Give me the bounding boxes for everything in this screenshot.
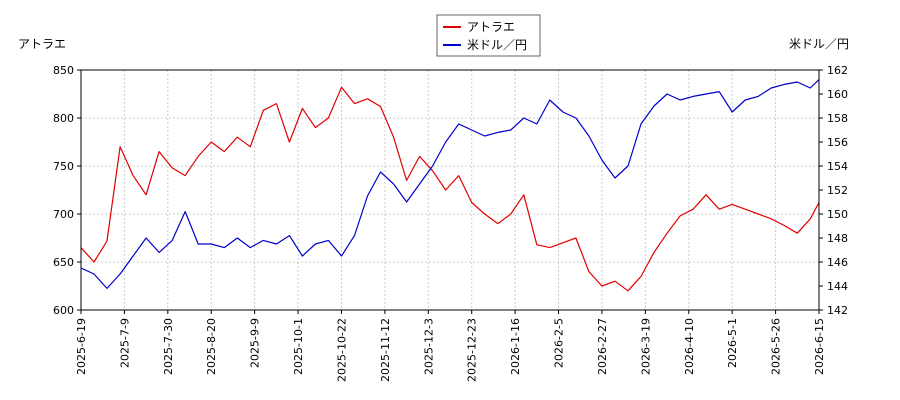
x-tick-label: 2025-10-22 [335,318,348,382]
x-tick-label: 2025-7-30 [162,318,175,375]
left-tick-label: 850 [53,64,74,77]
right-tick-label: 154 [827,160,848,173]
right-tick-label: 146 [827,256,848,269]
left-tick-label: 650 [53,256,74,269]
x-tick-label: 2025-12-23 [466,318,479,382]
x-tick-label: 2026-2-5 [553,318,566,368]
x-tick-label: 2026-5-26 [770,318,783,375]
right-axis-title: 米ドル／円 [789,37,849,51]
series-line-usdjpy [80,79,820,289]
x-tick-label: 2025-6-19 [75,318,88,375]
series-lines [80,79,820,292]
right-tick-label: 148 [827,232,848,245]
x-tick-label: 2025-8-20 [205,318,218,375]
right-tick-label: 150 [827,208,848,221]
left-tick-label: 700 [53,208,74,221]
right-tick-label: 144 [827,280,848,293]
grid [80,69,820,311]
right-tick-label: 142 [827,304,848,317]
right-tick-label: 152 [827,184,848,197]
x-tick-label: 2026-5-1 [726,318,739,368]
x-tick-label: 2026-1-16 [509,318,522,375]
right-tick-label: 156 [827,136,848,149]
right-tick-label: 162 [827,64,848,77]
series-line-atrae [80,86,820,292]
x-tick-label: 2025-12-3 [422,318,435,375]
plot-frame [80,69,820,311]
x-tick-label: 2025-7-9 [118,318,131,368]
tick-labels: 600 650 700 750 800 850 142 144 146 148 150 152 154 1… [53,64,848,382]
right-tick-label: 160 [827,88,848,101]
legend-label-usdjpy: 米ドル／円 [467,38,527,52]
legend-box [436,14,541,57]
legend-label-atrae: アトラエ [467,20,515,34]
x-tick-label: 2025-11-12 [379,318,392,382]
x-tick-label: 2026-6-15 [813,318,826,375]
x-tick-label: 2026-2-27 [596,318,609,375]
left-tick-label: 800 [53,112,74,125]
x-tick-label: 2026-4-10 [683,318,696,375]
left-axis-title: アトラエ [18,37,66,51]
x-tick-label: 2026-3-19 [639,318,652,375]
right-tick-label: 158 [827,112,848,125]
x-tick-label: 2025-10-1 [292,318,305,375]
left-tick-label: 600 [53,304,74,317]
x-tick-label: 2025-9-9 [249,318,262,368]
legend: アトラエ 米ドル／円 [436,14,541,57]
left-tick-label: 750 [53,160,74,173]
